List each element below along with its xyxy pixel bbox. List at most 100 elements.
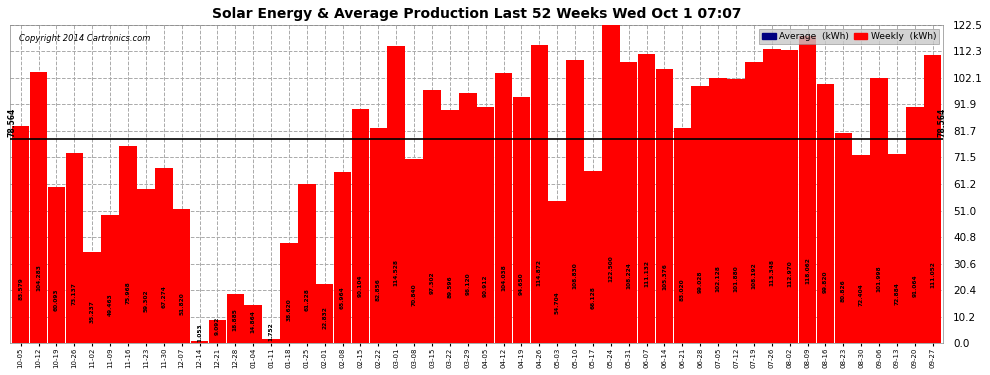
- Bar: [12, 126, 30, 344]
- Text: 101.880: 101.880: [734, 265, 739, 292]
- Bar: [602, 25, 620, 344]
- Bar: [334, 172, 351, 344]
- Bar: [191, 340, 208, 344]
- Text: 111.052: 111.052: [931, 261, 936, 288]
- Bar: [620, 62, 638, 344]
- Text: 70.840: 70.840: [412, 284, 417, 306]
- Text: 102.128: 102.128: [716, 265, 721, 292]
- Bar: [531, 45, 548, 344]
- Text: 14.864: 14.864: [250, 310, 255, 333]
- Bar: [209, 320, 226, 344]
- Bar: [781, 50, 798, 344]
- Bar: [799, 36, 817, 344]
- Text: 89.596: 89.596: [447, 275, 452, 297]
- Bar: [691, 86, 709, 344]
- Text: 99.028: 99.028: [698, 271, 703, 293]
- Bar: [817, 84, 835, 344]
- Bar: [30, 72, 48, 344]
- Bar: [119, 146, 137, 344]
- Bar: [638, 54, 655, 344]
- Text: 73.137: 73.137: [72, 282, 77, 305]
- Bar: [387, 46, 405, 344]
- Text: 61.228: 61.228: [304, 288, 309, 311]
- Bar: [173, 209, 190, 344]
- Bar: [405, 159, 423, 344]
- Text: 75.968: 75.968: [126, 281, 131, 304]
- Title: Solar Energy & Average Production Last 52 Weeks Wed Oct 1 07:07: Solar Energy & Average Production Last 5…: [212, 7, 742, 21]
- Bar: [548, 201, 566, 344]
- Text: 113.348: 113.348: [769, 260, 774, 286]
- Bar: [298, 184, 316, 344]
- Text: 108.192: 108.192: [751, 262, 756, 289]
- Text: 83.020: 83.020: [680, 278, 685, 301]
- Text: 18.885: 18.885: [233, 308, 238, 331]
- Text: 90.912: 90.912: [483, 274, 488, 297]
- Text: 38.620: 38.620: [286, 298, 291, 321]
- Text: 60.093: 60.093: [54, 289, 59, 311]
- Text: 59.302: 59.302: [144, 289, 148, 312]
- Bar: [584, 171, 602, 344]
- Bar: [369, 128, 387, 344]
- Text: 104.283: 104.283: [36, 264, 42, 291]
- Text: 78.564: 78.564: [938, 107, 946, 136]
- Bar: [424, 90, 441, 344]
- Bar: [870, 78, 888, 344]
- Bar: [138, 189, 154, 344]
- Bar: [763, 49, 780, 344]
- Bar: [835, 133, 852, 344]
- Bar: [83, 252, 101, 344]
- Text: 108.830: 108.830: [572, 262, 577, 288]
- Text: 66.128: 66.128: [590, 286, 595, 309]
- Text: 9.092: 9.092: [215, 317, 220, 335]
- Bar: [65, 153, 83, 344]
- Text: 90.104: 90.104: [358, 275, 363, 297]
- Bar: [906, 106, 924, 344]
- Bar: [566, 60, 584, 344]
- Bar: [673, 128, 691, 344]
- Text: 104.038: 104.038: [501, 264, 506, 291]
- Bar: [101, 215, 119, 344]
- Bar: [442, 111, 458, 344]
- Text: 72.884: 72.884: [894, 282, 900, 305]
- Text: 111.132: 111.132: [644, 261, 649, 288]
- Text: 114.528: 114.528: [394, 259, 399, 286]
- Text: 72.404: 72.404: [858, 283, 863, 306]
- Text: 22.832: 22.832: [322, 306, 328, 329]
- Text: 97.302: 97.302: [430, 272, 435, 294]
- Text: 82.856: 82.856: [376, 278, 381, 301]
- Legend: Average  (kWh), Weekly  (kWh): Average (kWh), Weekly (kWh): [759, 29, 939, 44]
- Text: 122.500: 122.500: [608, 255, 614, 282]
- Text: 35.237: 35.237: [90, 300, 95, 323]
- Bar: [477, 107, 494, 344]
- Text: 91.064: 91.064: [913, 274, 918, 297]
- Bar: [280, 243, 298, 344]
- Text: 78.564: 78.564: [7, 107, 16, 136]
- Text: 101.998: 101.998: [876, 265, 881, 292]
- Bar: [728, 78, 744, 344]
- Text: 1.752: 1.752: [268, 322, 273, 341]
- Bar: [351, 109, 369, 344]
- Text: 67.274: 67.274: [161, 285, 166, 308]
- Text: 80.826: 80.826: [841, 279, 845, 302]
- Bar: [459, 93, 476, 344]
- Text: 49.463: 49.463: [108, 294, 113, 316]
- Bar: [924, 55, 941, 344]
- Text: 51.820: 51.820: [179, 292, 184, 315]
- Bar: [245, 305, 262, 344]
- Text: 54.704: 54.704: [554, 291, 559, 314]
- Text: 94.650: 94.650: [519, 273, 524, 295]
- Text: 1.053: 1.053: [197, 323, 202, 342]
- Bar: [852, 155, 870, 344]
- Bar: [48, 187, 65, 344]
- Bar: [710, 78, 727, 344]
- Text: Copyright 2014 Cartronics.com: Copyright 2014 Cartronics.com: [20, 34, 150, 44]
- Text: 96.120: 96.120: [465, 272, 470, 294]
- Text: 118.062: 118.062: [805, 257, 810, 284]
- Bar: [227, 294, 245, 344]
- Text: 105.376: 105.376: [662, 263, 667, 290]
- Bar: [155, 168, 172, 344]
- Text: 99.820: 99.820: [823, 270, 828, 293]
- Bar: [262, 339, 280, 344]
- Text: 114.872: 114.872: [537, 259, 542, 286]
- Bar: [513, 97, 531, 344]
